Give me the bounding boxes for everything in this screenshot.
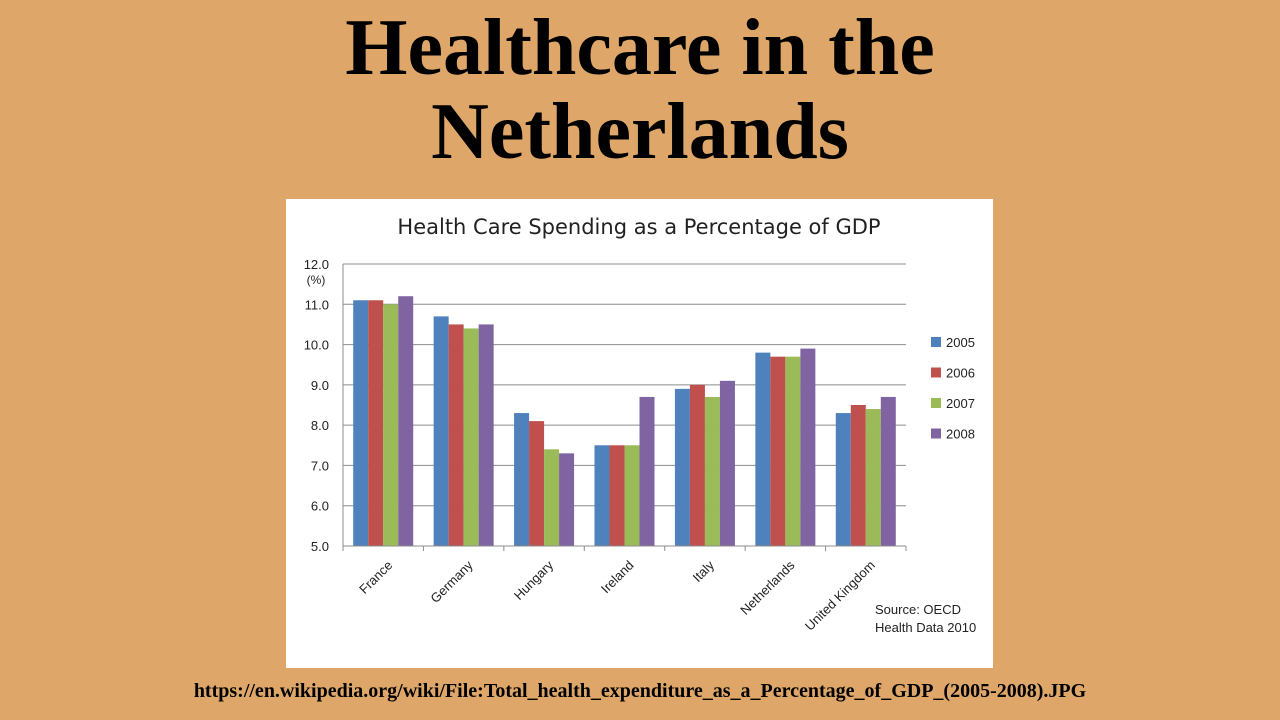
bar-germany-2007	[463, 328, 479, 546]
x-tick-label: Ireland	[598, 558, 637, 597]
legend-label-2006: 2006	[946, 366, 975, 381]
bar-united-kingdom-2006	[850, 405, 866, 546]
bar-italy-2008	[719, 380, 735, 546]
bar-ireland-2008	[639, 396, 655, 546]
slide-title: Healthcare in the Netherlands	[0, 6, 1280, 174]
y-tick-label: 7.0	[311, 458, 329, 473]
bar-france-2006	[368, 300, 384, 546]
y-tick-label: 11.0	[305, 297, 329, 312]
legend-swatch-2007	[931, 398, 941, 408]
legend-label-2005: 2005	[946, 335, 975, 350]
x-tick-label: United Kingdom	[802, 558, 878, 634]
source-note-line-1: Source: OECD	[875, 602, 961, 617]
bar-united-kingdom-2007	[865, 409, 881, 546]
bar-france-2005	[353, 300, 369, 546]
source-url: https://en.wikipedia.org/wiki/File:Total…	[193, 680, 1087, 702]
slide-title-line-2: Netherlands	[431, 88, 849, 176]
legend-swatch-2006	[931, 367, 941, 378]
bar-germany-2005	[433, 316, 449, 546]
slide-title-line-1: Healthcare in the	[345, 4, 935, 92]
bar-united-kingdom-2005	[835, 413, 851, 546]
bar-netherlands-2007	[785, 356, 801, 546]
x-tick-label: Netherlands	[737, 557, 798, 618]
bar-hungary-2005	[514, 413, 530, 546]
chart-title: Health Care Spending as a Percentage of …	[397, 215, 880, 239]
x-tick-label: France	[356, 558, 395, 597]
bar-italy-2006	[689, 384, 705, 546]
y-tick-label: 8.0	[311, 418, 329, 433]
legend-label-2008: 2008	[946, 427, 975, 442]
x-tick-label: Italy	[690, 557, 718, 585]
bar-netherlands-2008	[800, 348, 816, 546]
bar-ireland-2007	[624, 445, 640, 546]
x-tick-label: Hungary	[511, 557, 557, 603]
y-tick-label: 12.0	[304, 257, 329, 272]
y-tick-label: 5.0	[311, 539, 329, 554]
bar-germany-2006	[448, 324, 464, 546]
bar-hungary-2006	[529, 421, 545, 546]
bar-ireland-2006	[609, 445, 625, 546]
bar-netherlands-2006	[770, 356, 786, 546]
bar-ireland-2005	[594, 445, 610, 546]
bar-united-kingdom-2008	[880, 396, 896, 546]
bar-italy-2007	[704, 396, 720, 546]
legend-swatch-2008	[931, 428, 941, 439]
source-note-line-2: Health Data 2010	[875, 620, 976, 635]
bar-france-2008	[398, 296, 414, 546]
y-axis-unit-label: (%)	[307, 273, 326, 287]
legend-label-2007: 2007	[946, 396, 975, 411]
bar-italy-2005	[674, 388, 690, 546]
bar-germany-2008	[478, 324, 494, 546]
x-tick-label: Germany	[427, 557, 476, 606]
bar-hungary-2008	[559, 453, 575, 546]
bar-france-2007	[383, 304, 399, 546]
chart-panel: Health Care Spending as a Percentage of …	[286, 199, 993, 668]
bar-netherlands-2005	[755, 352, 771, 546]
bar-hungary-2007	[544, 449, 560, 546]
legend-swatch-2005	[931, 337, 941, 347]
y-tick-label: 9.0	[311, 378, 329, 393]
bar-chart: Health Care Spending as a Percentage of …	[304, 215, 977, 635]
y-tick-label: 10.0	[304, 338, 329, 353]
y-tick-label: 6.0	[311, 499, 329, 514]
